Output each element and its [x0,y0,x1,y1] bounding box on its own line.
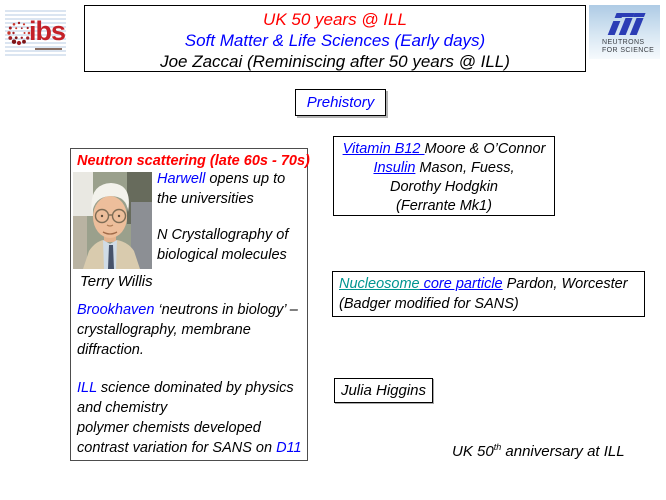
badger-line: (Badger modified for SANS) [339,296,519,312]
ill-science-paragraph: ILL science dominated by physics and che… [77,378,306,458]
ibs-logo: ibs [5,8,66,57]
terry-willis-photo [73,172,152,269]
brookhaven-paragraph: Brookhaven ‘neutrons in biology’ – cryst… [77,300,306,360]
ferrante-line: (Ferrante Mk1) [396,198,492,214]
ill-logo: NEUTRONS FOR SCIENCE [589,5,660,59]
core-particle-link[interactable]: core particle [419,276,503,292]
d11-keyword: D11 [276,440,302,456]
vitamin-insulin-box: Vitamin B12 Moore & O’Connor Insulin Mas… [333,136,555,216]
title-line-2: Soft Matter & Life Sciences (Early days) [184,31,486,50]
ill-science-text: science dominated by physics and chemist… [77,380,294,416]
vitamin-line: Vitamin B12 Moore & O’Connor [334,140,554,159]
prehistory-box: Prehistory [295,89,386,116]
vitamin-authors: Moore & O’Connor [424,141,546,157]
footer-prefix: UK 50 [452,443,494,460]
crystallography-paragraph: N Crystallography of biological molecule… [157,227,289,263]
ibs-dots-icon [7,21,31,46]
ill-mark-icon [607,13,646,35]
ill-keyword: ILL [77,380,97,396]
footer-suffix: anniversary at ILL [501,443,625,460]
ibs-logo-text: ibs [29,16,66,46]
ill-tagline-line2: FOR SCIENCE [602,47,655,54]
nucleosome-link[interactable]: Nucleosome [339,276,420,292]
brookhaven-text: ‘neutrons in biology’ – crystallography,… [77,302,298,358]
nucleosome-line: Nucleosome core particle Pardon, Worcest… [339,274,644,294]
harwell-text: opens up to the universities [157,171,286,207]
julia-higgins-box: Julia Higgins [334,378,433,403]
insulin-link[interactable]: Insulin [373,160,416,176]
polymer-text: polymer chemists developed contrast vari… [77,420,277,456]
ill-tagline: NEUTRONS FOR SCIENCE [602,39,654,55]
hodgkin-line: Dorothy Hodgkin [390,179,498,195]
title-line-3: Joe Zaccai (Reminiscing after 50 years @… [160,52,510,71]
brookhaven-keyword: Brookhaven [77,302,155,318]
harwell-paragraph: Harwell opens up to the universities [157,169,305,209]
ill-tagline-line1: NEUTRONS [602,39,645,46]
nucleosome-box: Nucleosome core particle Pardon, Worcest… [332,271,645,317]
neutron-scattering-panel: Neutron scattering (late 60s - 70s) Harw… [70,148,310,461]
harwell-keyword: Harwell [157,171,206,187]
ill-science-line: ILL science dominated by physics and che… [77,378,306,418]
footer-sup: th [493,442,502,452]
insulin-line: Insulin Mason, Fuess, [334,159,554,178]
slide-title-box: UK 50 years @ ILL Soft Matter & Life Sci… [84,5,586,72]
vitamin-b12-link[interactable]: Vitamin B12 [342,141,425,157]
title-line-1: UK 50 years @ ILL [263,10,407,29]
insulin-authors: Mason, Fuess, [415,160,515,176]
neutron-panel-heading: Neutron scattering (late 60s - 70s) [77,153,310,169]
footer-note: UK 50th anniversary at ILL [452,442,652,460]
ibs-logo-underline [35,48,62,50]
nucleosome-authors: Pardon, Worcester [502,276,628,292]
photo-caption: Terry Willis [80,273,153,290]
polymer-line: polymer chemists developed contrast vari… [77,418,306,458]
